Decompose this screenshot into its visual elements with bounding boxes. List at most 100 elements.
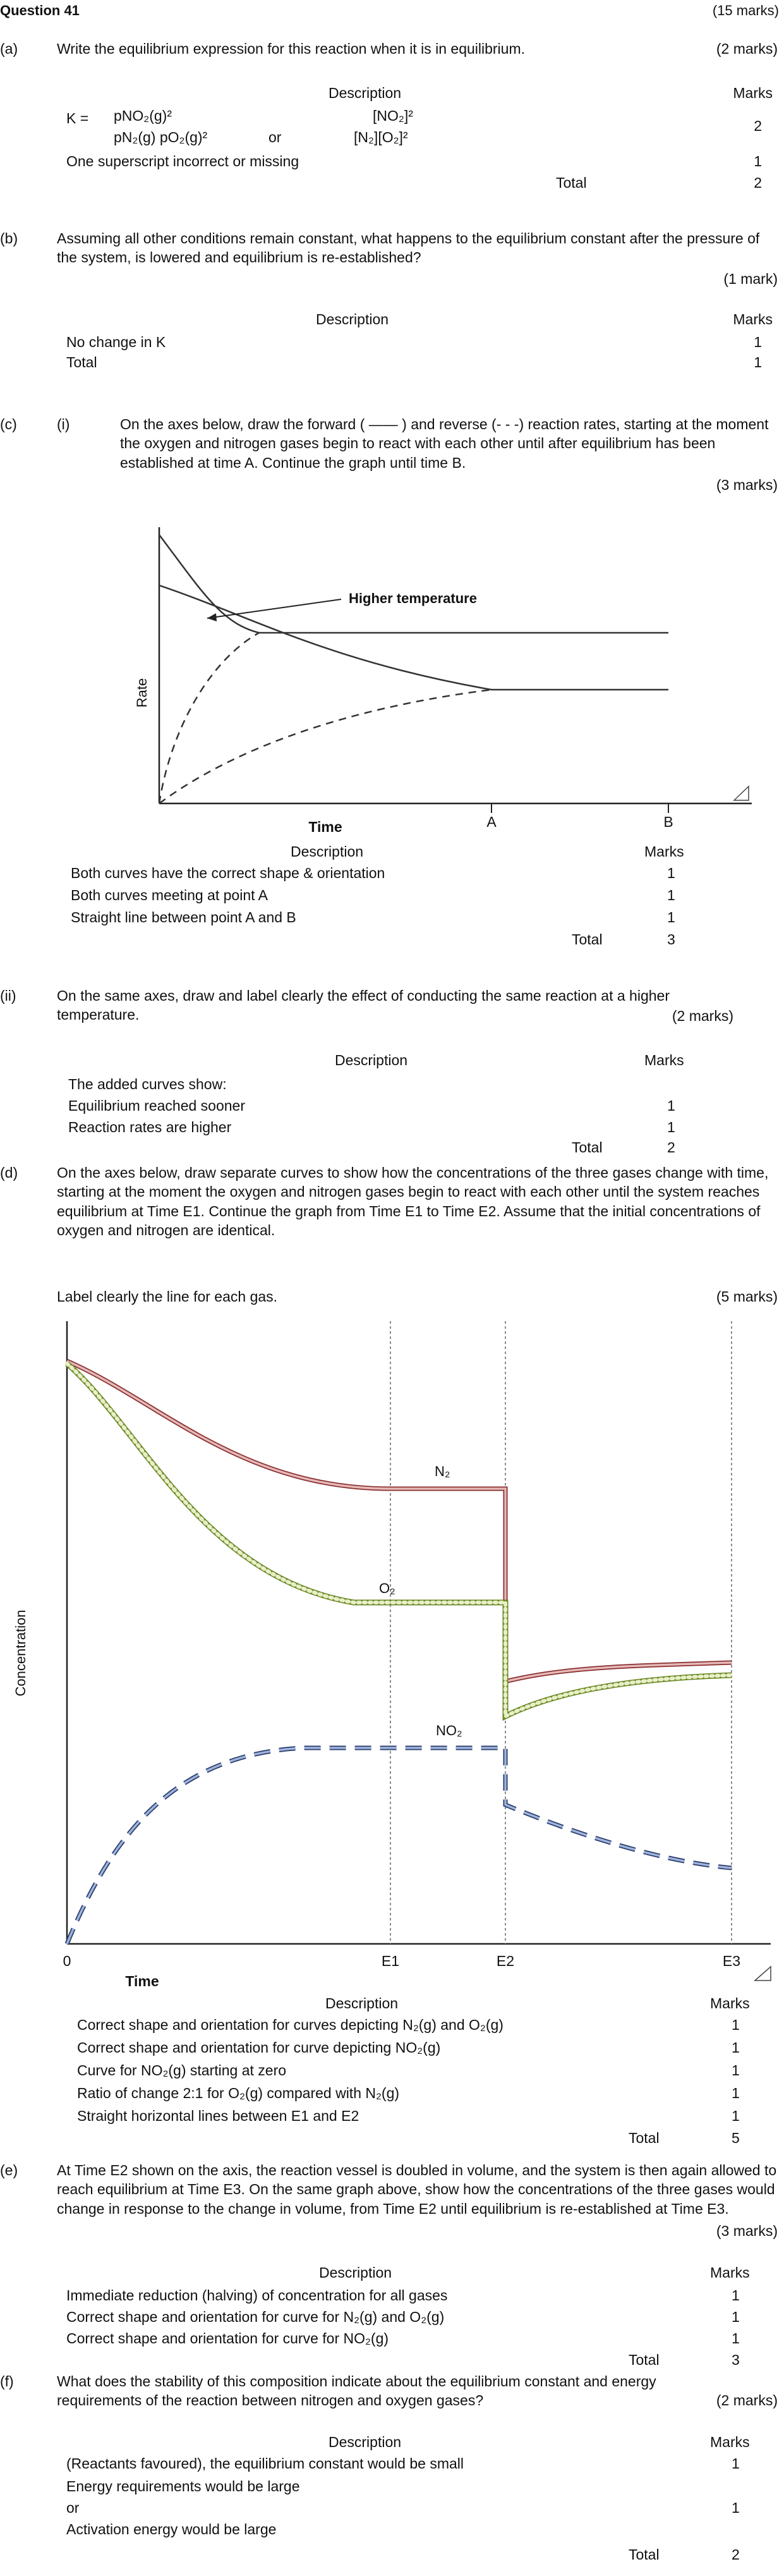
- part-e-marks: (3 marks): [716, 2223, 778, 2239]
- no2-curve: [66, 1747, 732, 1944]
- part-b-question: Assuming all other conditions remain con…: [57, 230, 760, 266]
- part-e-row2-desc: Correct shape and orientation for curve …: [66, 2309, 445, 2325]
- part-f-row1-marks: 1: [732, 2455, 740, 2472]
- part-a-marks: (2 marks): [716, 40, 778, 57]
- part-b-label: (b): [0, 230, 18, 247]
- part-d-row2-desc: Correct shape and orientation for curve …: [77, 2039, 441, 2056]
- k-numerator-conc: [NO₂]²: [373, 107, 413, 124]
- part-c-question: On the axes below, draw the forward ( ——…: [120, 416, 769, 471]
- conc-y-label: Concentration: [13, 1610, 28, 1697]
- part-f-total: 2: [732, 2546, 740, 2563]
- part-c-ii-total-label: Total: [572, 1139, 603, 1156]
- n2-curve-shadow: [66, 1358, 732, 1685]
- part-d-total: 5: [732, 2130, 740, 2146]
- o2-label: O₂: [379, 1580, 395, 1596]
- part-d-head-desc: Description: [325, 1995, 399, 2011]
- part-b-marks: (1 mark): [723, 271, 778, 287]
- concentration-graph: N₂ O₂ NO₂ Concentration 0 E1 E2 E3 Time: [13, 1321, 771, 1989]
- part-c-ii-row2-desc: Equilibrium reached sooner: [68, 1097, 245, 1114]
- part-d: (d) On the axes below, draw separate cur…: [0, 1163, 784, 2143]
- part-a: (a) Write the equilibrium expression for…: [0, 39, 784, 204]
- part-b-head-marks: Marks: [733, 311, 773, 327]
- question-title: Question 41: [0, 3, 80, 18]
- part-d-label: (d): [0, 1164, 18, 1181]
- part-d-instruction: Label clearly the line for each gas.: [57, 1288, 278, 1305]
- part-c-ii-marks: (2 marks): [672, 1008, 733, 1024]
- part-c-row2-desc: Both curves meeting at point A: [71, 887, 268, 903]
- conc-x-label: Time: [125, 1973, 159, 1989]
- forward-rate-curve: [159, 584, 668, 691]
- part-e-total-label: Total: [629, 2352, 660, 2368]
- part-f-row2-desc: Energy requirements would be large: [66, 2478, 300, 2494]
- part-c-ii-total: 2: [667, 1139, 675, 1156]
- part-c-total-label: Total: [572, 931, 603, 948]
- k-denominator-pressure: pN₂(g) pO₂(g)²: [114, 129, 208, 145]
- part-a-total-label: Total: [556, 174, 587, 191]
- part-b-head-desc: Description: [316, 311, 389, 327]
- conc-e2-label: E2: [497, 1953, 514, 1969]
- part-b: (b) Assuming all other conditions remain…: [0, 229, 784, 387]
- part-f-head-marks: Marks: [710, 2434, 750, 2450]
- part-e-row3-marks: 1: [732, 2330, 740, 2347]
- part-d-head-marks: Marks: [710, 1995, 750, 2011]
- part-c-ii-head-marks: Marks: [644, 1052, 684, 1068]
- part-d-row1-marks: 1: [732, 2017, 740, 2033]
- part-c-row2-marks: 1: [667, 887, 675, 903]
- corner-mark-2: [754, 1965, 771, 1981]
- annotation-label: Higher temperature: [349, 590, 477, 606]
- part-d-row4-marks: 1: [732, 2085, 740, 2101]
- k-numerator-pressure: pNO₂(g)²: [114, 107, 172, 124]
- part-c-ii-question: On the same axes, draw and label clearly…: [57, 987, 670, 1023]
- part-e-row1-desc: Immediate reduction (halving) of concent…: [66, 2287, 448, 2304]
- part-f-row1-desc: (Reactants favoured), the equilibrium co…: [66, 2455, 464, 2472]
- conc-e1-label: E1: [382, 1953, 399, 1969]
- conc-zero-label: 0: [63, 1953, 71, 1969]
- part-b-row1-marks: 1: [754, 334, 762, 350]
- part-e-question: At Time E2 shown on the axis, the reacti…: [57, 2162, 777, 2217]
- part-c-row1-desc: Both curves have the correct shape & ori…: [71, 865, 385, 881]
- part-a-question: Write the equilibrium expression for thi…: [57, 40, 526, 57]
- n2-curve: [66, 1360, 732, 1683]
- n2-label: N₂: [435, 1463, 450, 1479]
- part-d-total-label: Total: [629, 2130, 660, 2146]
- part-d-row1-desc: Correct shape and orientation for curves…: [77, 2017, 504, 2033]
- part-e-row3-desc: Correct shape and orientation for curve …: [66, 2330, 389, 2347]
- conc-e3-label: E3: [723, 1953, 740, 1969]
- part-e-head-marks: Marks: [710, 2264, 750, 2281]
- part-c-ii-row3-marks: 1: [667, 1119, 675, 1135]
- part-e-row1-marks: 1: [732, 2287, 740, 2304]
- reverse-rate-curve-high-temp: [158, 632, 260, 804]
- rate-graph: Higher temperature Rate Time A B: [134, 527, 752, 835]
- corner-mark: [733, 785, 749, 801]
- k-denominator-conc: [N₂][O₂]²: [354, 129, 408, 145]
- annotation-arrow: [207, 599, 342, 619]
- part-c-marks: (3 marks): [716, 477, 778, 493]
- part-f-row4-desc: Activation energy would be large: [66, 2521, 277, 2537]
- k-symbol: K =: [66, 110, 89, 126]
- part-c-sub-i: (i): [57, 416, 70, 432]
- rate-b-label: B: [663, 814, 673, 830]
- part-c-row3-marks: 1: [667, 909, 675, 925]
- part-c-ii-head-desc: Description: [335, 1052, 408, 1068]
- part-d-row5-marks: 1: [732, 2108, 740, 2124]
- part-b-total: 1: [754, 354, 762, 370]
- annotation-arrowhead: [207, 613, 217, 621]
- rate-x-label: Time: [308, 819, 342, 835]
- part-f-label: (f): [0, 2373, 14, 2390]
- part-d-row2-marks: 1: [732, 2039, 740, 2056]
- part-a-head-marks: Marks: [733, 85, 773, 101]
- part-a-row1-marks: 2: [754, 118, 762, 134]
- no2-curve-shadow: [64, 1745, 732, 1945]
- o2-curve-dots: [65, 1362, 733, 1719]
- reverse-rate-curve: [159, 688, 492, 805]
- part-c: (c) (i) On the axes below, draw the forw…: [0, 415, 784, 925]
- part-d-question: On the axes below, draw separate curves …: [57, 1164, 769, 1239]
- rate-y-label: Rate: [134, 678, 150, 707]
- part-a-row2-desc: One superscript incorrect or missing: [66, 153, 299, 169]
- part-a-row2-marks: 1: [754, 153, 762, 169]
- part-a-label: (a): [0, 40, 18, 57]
- part-c-head-desc: Description: [291, 843, 364, 860]
- part-a-head-desc: Description: [329, 85, 402, 101]
- no2-label: NO₂: [436, 1723, 462, 1738]
- part-c-head-marks: Marks: [644, 843, 684, 860]
